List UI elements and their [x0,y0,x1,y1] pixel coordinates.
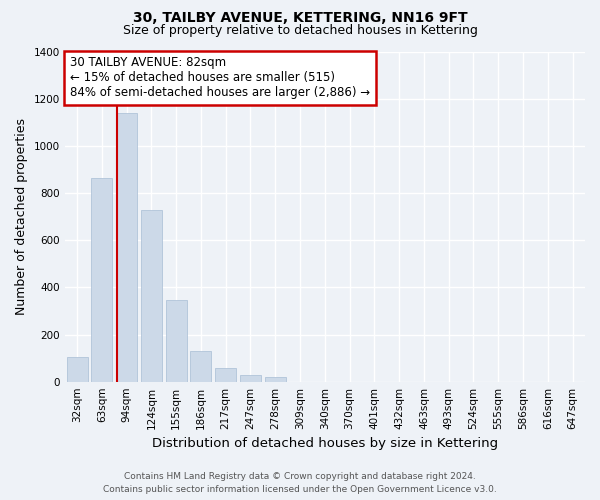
X-axis label: Distribution of detached houses by size in Kettering: Distribution of detached houses by size … [152,437,498,450]
Bar [91,178,112,382]
Text: 30 TAILBY AVENUE: 82sqm
← 15% of detached houses are smaller (515)
84% of semi-d: 30 TAILBY AVENUE: 82sqm ← 15% of detache… [70,56,370,100]
Bar [215,368,236,382]
Bar [67,357,88,382]
Bar [240,374,261,382]
Text: Contains HM Land Registry data © Crown copyright and database right 2024.
Contai: Contains HM Land Registry data © Crown c… [103,472,497,494]
Bar [141,210,162,382]
Text: Size of property relative to detached houses in Kettering: Size of property relative to detached ho… [122,24,478,37]
Text: 30, TAILBY AVENUE, KETTERING, NN16 9FT: 30, TAILBY AVENUE, KETTERING, NN16 9FT [133,12,467,26]
Bar [116,113,137,382]
Bar [265,378,286,382]
Y-axis label: Number of detached properties: Number of detached properties [15,118,28,315]
Bar [190,351,211,382]
Bar [166,300,187,382]
